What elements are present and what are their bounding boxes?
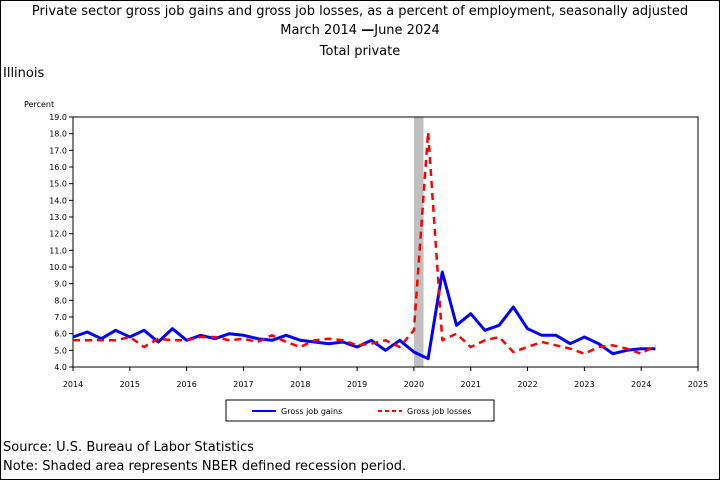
recession-band: [413, 117, 424, 367]
source-note: Source: U.S. Bureau of Labor Statistics: [3, 440, 254, 455]
y-tick-label: 18.0: [49, 130, 67, 139]
region-label: Illinois: [3, 66, 45, 81]
y-tick-label: 16.0: [49, 163, 67, 172]
x-tick-label: 2018: [290, 380, 310, 389]
legend-label-losses: Gross job losses: [407, 407, 471, 416]
y-tick-label: 17.0: [49, 146, 67, 155]
series-layer: [72, 130, 657, 361]
range-dash: —: [361, 23, 375, 38]
x-tick-label: 2015: [120, 380, 140, 389]
x-tick-label: 2021: [461, 380, 481, 389]
y-tick-label: 10.0: [49, 263, 67, 272]
x-tick-label: 2023: [574, 380, 594, 389]
y-tick-label: 4.0: [54, 363, 67, 372]
recession-note: Note: Shaded area represents NBER define…: [3, 459, 407, 474]
chart-subtitle: Total private: [319, 44, 401, 59]
y-tick-label: 5.0: [54, 346, 67, 355]
legend-label-gains: Gross job gains: [281, 407, 342, 416]
x-tick-label: 2022: [517, 380, 537, 389]
y-tick-label: 9.0: [54, 280, 67, 289]
chart-date-range: March 2014 —June 2024: [0, 23, 720, 39]
x-tick-label: 2019: [347, 380, 367, 389]
range-start: March 2014: [280, 23, 358, 38]
y-tick-label: 15.0: [49, 180, 67, 189]
y-tick-label: 14.0: [49, 196, 67, 205]
y-axis-label: Percent: [24, 100, 54, 109]
y-tick-label: 6.0: [54, 330, 67, 339]
x-tick-label: 2024: [631, 380, 651, 389]
y-tick-label: 11.0: [49, 246, 67, 255]
series-line-gross-job-losses: [73, 130, 657, 355]
chart-title: Private sector gross job gains and gross…: [31, 4, 689, 19]
y-tick-label: 8.0: [54, 296, 67, 305]
range-end: June 2024: [374, 23, 440, 38]
legend-box: [225, 399, 495, 422]
plot-border: [72, 116, 699, 368]
y-tick-label: 12.0: [49, 230, 67, 239]
y-tick-label: 7.0: [54, 313, 67, 322]
legend: Gross job gains Gross job losses: [225, 399, 495, 422]
x-tick-label: 2020: [404, 380, 424, 389]
x-tick-label: 2014: [63, 380, 83, 389]
y-tick-label: 19.0: [49, 113, 67, 122]
x-tick-label: 2016: [176, 380, 196, 389]
recession-layer: [413, 117, 424, 367]
x-tick-label: 2025: [688, 380, 708, 389]
y-tick-label: 13.0: [49, 213, 67, 222]
axes-layer: 4.0 5.0 6.0 7.0 8.0 9.0 10.0 11.0 12.0 13.0 14.0 15…: [49, 113, 708, 389]
x-tick-label: 2017: [233, 380, 253, 389]
